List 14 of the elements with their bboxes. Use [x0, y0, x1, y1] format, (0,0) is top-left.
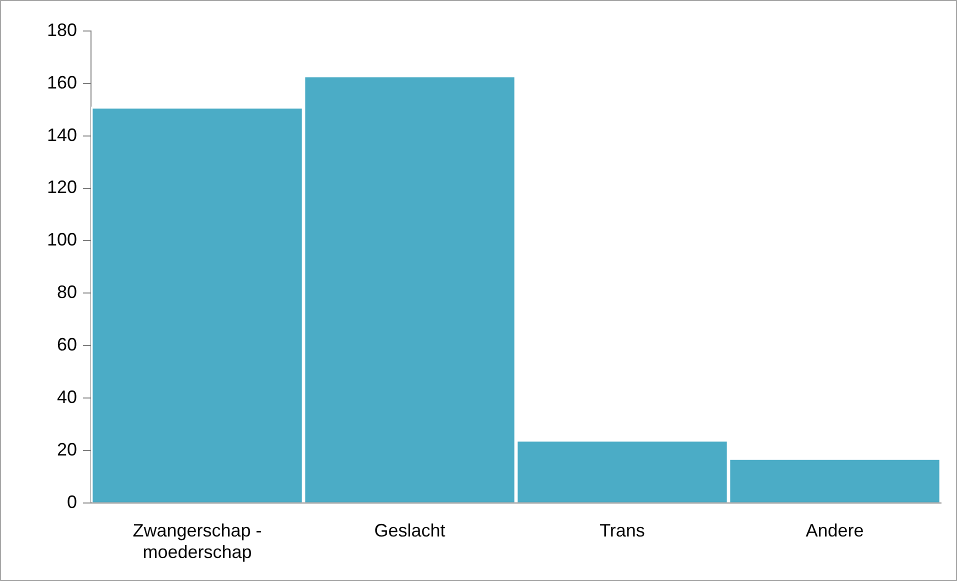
y-tick-label: 20 [57, 439, 78, 460]
x-tick-label: Zwangerschap - moederschap [132, 520, 262, 562]
y-tick-label: 80 [57, 282, 78, 302]
y-tick-label: 100 [46, 230, 78, 250]
x-tick-label: Trans [600, 520, 645, 541]
y-tick-label: 160 [46, 72, 78, 92]
y-tick-label: 120 [46, 177, 78, 198]
y-tick-label: 40 [57, 386, 78, 407]
x-tick-label: Geslacht [374, 520, 446, 541]
x-tick-label: Andere [806, 520, 864, 541]
y-tick-label: 0 [67, 492, 78, 512]
y-tick-label: 180 [46, 20, 78, 40]
y-tick-label: 140 [46, 124, 78, 145]
y-tick-label: 60 [57, 334, 78, 354]
